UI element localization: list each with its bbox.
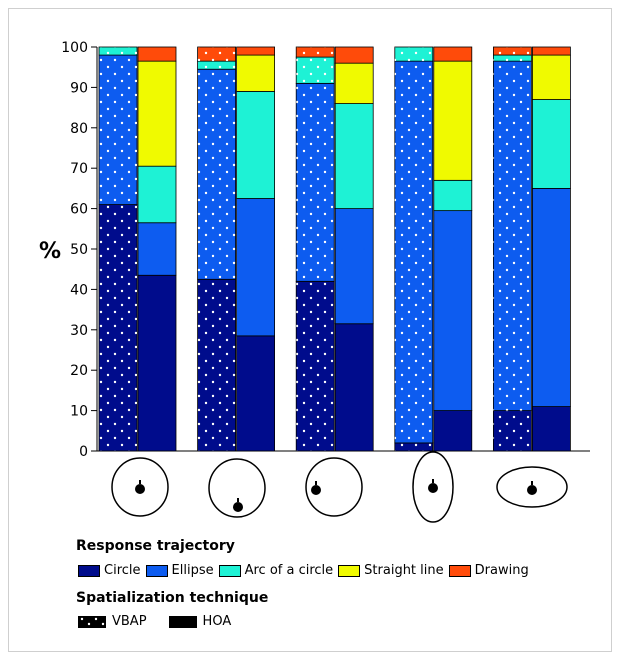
y-axis: 0 10 20 30 40 50 60 70 80 90 100 <box>61 40 590 460</box>
legend-label: Straight line <box>364 563 444 578</box>
bar-hoa-circle <box>433 410 473 452</box>
bar-vbap-drawing-dots <box>296 47 335 58</box>
bar-vbap-circle-dots <box>197 279 236 451</box>
bar-hoa-straight-line <box>236 54 276 92</box>
bar-vbap-circle-dots <box>394 442 433 451</box>
legend-item-straight-line: Straight line <box>338 563 444 578</box>
y-tick-label: 40 <box>70 282 88 298</box>
bar-hoa-straight-line <box>137 60 177 167</box>
legend-label: Arc of a circle <box>244 563 334 578</box>
figure-frame <box>8 8 612 652</box>
legend-technique-title: Spatialization technique <box>76 590 269 606</box>
bar-vbap-drawing-dots <box>493 47 532 56</box>
bars <box>98 46 571 452</box>
bar-vbap-ellipse-dots <box>493 61 532 411</box>
bar-hoa-arc-of-a-circle <box>334 103 374 209</box>
legend-technique-row: VBAP HOA <box>78 614 236 629</box>
y-tick-label: 70 <box>70 161 88 177</box>
bar-vbap-ellipse-dots <box>197 69 236 280</box>
bar-hoa-drawing <box>137 46 177 62</box>
y-tick-label: 30 <box>70 323 88 339</box>
stimulus-vertical-ellipse-icon <box>412 451 454 523</box>
y-axis-label: % <box>39 239 61 264</box>
bar-vbap-circle-dots <box>493 410 532 451</box>
legend-swatch-solid <box>168 615 197 628</box>
bar-hoa-circle <box>532 406 571 452</box>
bar-vbap-ellipse-dots <box>99 55 137 205</box>
bar-vbap-circle-dots <box>99 204 137 451</box>
bar-vbap-ellipse-dots <box>296 83 335 282</box>
legend-swatch <box>78 564 100 577</box>
bar-hoa-ellipse <box>334 208 374 325</box>
bar-hoa-ellipse <box>236 198 276 337</box>
bar-hoa-straight-line <box>334 62 374 104</box>
bar-vbap-ellipse-dots <box>394 61 433 443</box>
legend-swatch <box>218 564 241 577</box>
stacked-bar-chart: 0 10 20 30 40 50 60 70 80 90 100 % <box>39 40 590 523</box>
bar-hoa-straight-line <box>433 60 473 181</box>
y-tick-label: 100 <box>61 40 88 56</box>
bar-hoa-circle <box>137 274 177 452</box>
legend-trajectory-row: Circle Ellipse Arc of a circle Straight … <box>78 563 534 578</box>
legend-item-vbap: VBAP <box>78 614 147 629</box>
legend-swatch <box>448 564 471 577</box>
bar-hoa-arc-of-a-circle <box>236 91 276 199</box>
stimulus-circle-left-icon <box>305 457 363 517</box>
bar-hoa-drawing <box>433 46 473 62</box>
bar-hoa-arc-of-a-circle <box>532 99 571 189</box>
bar-vbap-arc-of-a-circle-dots <box>296 57 335 84</box>
stimulus-circle-center-icon <box>111 457 169 517</box>
bar-hoa-ellipse <box>137 222 177 276</box>
bar-vbap-drawing-dots <box>197 47 236 62</box>
y-tick-label: 60 <box>70 202 88 218</box>
stimulus-circle-bottom-icon <box>208 458 266 518</box>
bar-hoa-arc-of-a-circle <box>137 165 177 224</box>
legend-item-drawing: Drawing <box>448 563 529 578</box>
bar-hoa-straight-line <box>532 54 571 100</box>
bar-hoa-drawing <box>236 46 276 56</box>
legend-label: Ellipse <box>171 563 214 578</box>
bar-vbap-circle-dots <box>296 281 335 451</box>
bar-hoa-drawing <box>334 46 374 64</box>
bar-vbap-arc-of-a-circle-dots <box>394 47 433 62</box>
legend-item-circle: Circle <box>78 563 141 578</box>
bar-vbap-arc-of-a-circle-dots <box>99 47 137 56</box>
bar-hoa-arc-of-a-circle <box>433 179 473 212</box>
legend-label: VBAP <box>112 614 147 629</box>
legend-label: Drawing <box>474 563 529 578</box>
stimulus-horizontal-ellipse-icon <box>496 466 568 508</box>
bar-hoa-ellipse <box>532 187 571 407</box>
legend-label: HOA <box>202 614 232 629</box>
y-tick-label: 20 <box>70 363 88 379</box>
y-tick-label: 80 <box>70 121 88 137</box>
bar-hoa-drawing <box>532 46 571 56</box>
bar-hoa-circle <box>334 323 374 452</box>
legend-item-hoa: HOA <box>168 614 232 629</box>
bar-vbap-arc-of-a-circle-dots <box>197 61 236 70</box>
legend-label: Circle <box>104 563 141 578</box>
y-tick-label: 90 <box>70 80 88 96</box>
bar-hoa-ellipse <box>433 210 473 411</box>
y-tick-label: 50 <box>70 242 88 258</box>
legend-item-ellipse: Ellipse <box>145 563 214 578</box>
bar-vbap-arc-of-a-circle-dots <box>493 55 532 62</box>
legend-swatch <box>145 564 168 577</box>
legend-swatch <box>338 564 361 577</box>
legend-swatch-dotted <box>78 615 106 628</box>
y-tick-label: 10 <box>70 404 88 420</box>
stimulus-icons <box>111 451 568 523</box>
bar-hoa-circle <box>236 335 276 452</box>
legend-trajectory-title: Response trajectory <box>76 538 235 554</box>
legend-item-arc: Arc of a circle <box>218 563 334 578</box>
y-tick-label: 0 <box>79 444 88 460</box>
